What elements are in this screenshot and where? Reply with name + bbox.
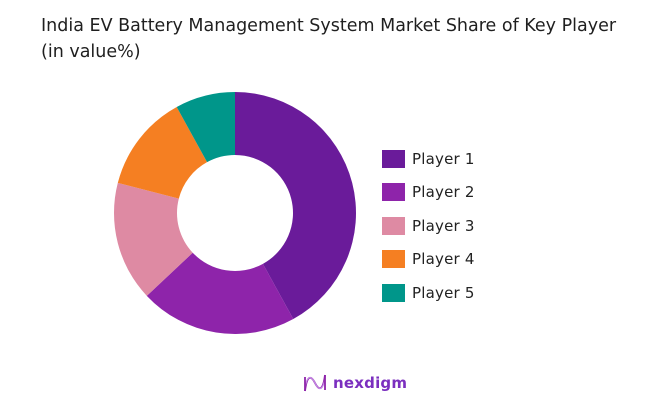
slice-player-4	[117, 106, 208, 199]
slice-player-5	[176, 92, 235, 163]
legend-swatch	[382, 283, 405, 302]
legend-item-player-5: Player 5	[382, 276, 475, 310]
legend-swatch	[382, 149, 405, 168]
slice-player-1	[235, 92, 357, 320]
legend-item-player-3: Player 3	[382, 209, 475, 243]
nexdigm-wave-icon	[304, 374, 326, 392]
chart-legend: Player 1 Player 2 Player 3 Player 4 Play…	[382, 142, 475, 310]
chart-title: India EV Battery Management System Marke…	[41, 16, 617, 62]
slice-player-2	[146, 252, 294, 335]
legend-label: Player 4	[412, 250, 475, 269]
legend-item-player-1: Player 1	[382, 142, 475, 176]
logo-text: nexdigm	[333, 374, 408, 392]
legend-swatch	[382, 216, 405, 235]
donut-slices	[114, 92, 357, 335]
nexdigm-logo: nexdigm	[303, 373, 407, 393]
legend-swatch	[382, 250, 405, 269]
legend-label: Player 1	[412, 149, 475, 168]
legend-item-player-4: Player 4	[382, 243, 475, 277]
legend-swatch	[382, 183, 405, 202]
legend-label: Player 5	[412, 283, 475, 302]
legend-label: Player 2	[412, 183, 475, 202]
legend-item-player-2: Player 2	[382, 176, 475, 210]
slice-player-3	[114, 182, 193, 296]
legend-label: Player 3	[412, 216, 475, 235]
